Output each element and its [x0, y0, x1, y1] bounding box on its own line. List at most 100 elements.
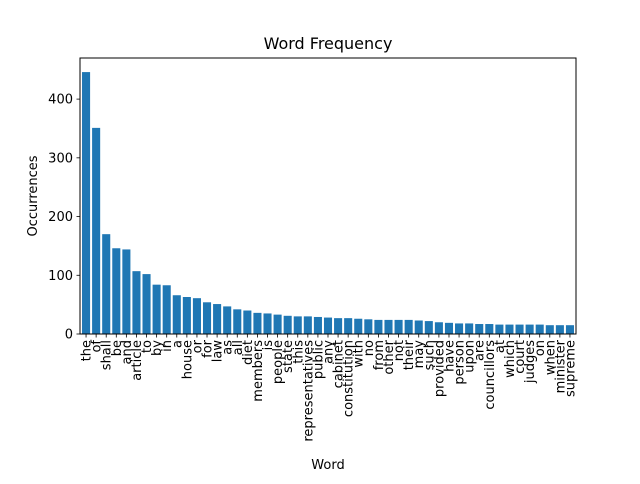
- x-tick-label: on: [533, 340, 548, 356]
- x-tick-label: by: [150, 340, 165, 356]
- x-tick-label: state: [281, 340, 296, 373]
- x-tick-label: their: [402, 339, 417, 370]
- bar-and: [122, 249, 131, 334]
- bar-members: [253, 312, 262, 334]
- bar-on: [535, 324, 544, 334]
- bar-such: [424, 321, 433, 334]
- x-axis-label: Word: [311, 458, 344, 473]
- bar-are: [475, 324, 484, 334]
- bar-provided: [434, 322, 443, 334]
- bar-judges: [525, 324, 534, 334]
- bar-is: [263, 313, 272, 334]
- x-tick-label: from: [372, 340, 387, 370]
- bar-house: [182, 297, 191, 334]
- bar-as: [223, 306, 232, 334]
- bar-public: [313, 316, 322, 334]
- x-tick-label: upon: [463, 340, 478, 373]
- bar-this: [293, 316, 302, 334]
- x-tick-label: constitution: [342, 340, 357, 417]
- x-tick-label: cabinet: [332, 340, 347, 388]
- x-tick-label: this: [291, 340, 306, 364]
- x-tick-label: representatives: [301, 340, 316, 442]
- bar-state: [283, 315, 292, 334]
- bar-people: [273, 314, 282, 334]
- bar-to: [142, 274, 151, 334]
- y-tick-label: 400: [48, 93, 73, 108]
- x-tick-label: a: [170, 340, 185, 348]
- bar-no: [364, 319, 373, 334]
- bar-or: [192, 298, 201, 334]
- x-tick-label: at: [493, 340, 508, 353]
- bar-minister: [555, 325, 564, 334]
- bar-other: [384, 319, 393, 334]
- x-tick-label: article: [130, 340, 145, 381]
- axes-frame: [79, 57, 577, 335]
- x-tick-label: diet: [241, 340, 256, 365]
- y-tick-label: 300: [48, 151, 73, 166]
- x-tick-label: such: [422, 340, 437, 370]
- x-tick-label: for: [201, 339, 216, 358]
- x-tick-label: may: [412, 340, 427, 369]
- y-tick-label: 0: [65, 328, 73, 343]
- x-tick-label: public: [311, 340, 326, 379]
- x-tick-label: provided: [432, 340, 447, 397]
- bar-their: [404, 319, 413, 334]
- bars-group: [82, 72, 574, 334]
- x-tick-label: councillors: [483, 340, 498, 410]
- x-tick-label: members: [251, 340, 266, 402]
- x-tick-label: have: [442, 340, 457, 372]
- x-tick-label: judges: [523, 340, 538, 384]
- x-tick-label: and: [120, 340, 135, 364]
- x-tick-label: people: [271, 340, 286, 384]
- x-tick-label: no: [362, 340, 377, 356]
- x-tick-label: with: [352, 340, 367, 368]
- bar-diet: [243, 310, 252, 334]
- bar-constitution: [344, 318, 353, 334]
- x-tick-label: the: [80, 340, 95, 361]
- x-tick-label: in: [160, 340, 175, 352]
- bar-for: [202, 302, 212, 334]
- x-tick-label: minister: [553, 339, 568, 393]
- x-tick-label: be: [110, 340, 125, 356]
- bar-upon: [465, 323, 474, 334]
- y-tick-label: 200: [48, 210, 73, 225]
- bar-in: [162, 285, 171, 334]
- bar-the: [82, 72, 91, 334]
- bar-person: [455, 323, 464, 334]
- bar-not: [394, 319, 403, 334]
- bar-councillors: [485, 324, 494, 334]
- chart-title: Word Frequency: [264, 34, 393, 53]
- y-tick-label: 100: [48, 269, 73, 284]
- y-ticks-group: 0 100 200 300 400: [48, 93, 80, 343]
- bar-when: [545, 325, 554, 334]
- bar-all: [233, 309, 242, 334]
- x-tick-label: court: [513, 340, 528, 374]
- x-tick-label: not: [392, 340, 407, 361]
- bar-representatives: [303, 316, 312, 334]
- bar-have: [444, 322, 454, 334]
- x-tick-label: is: [261, 340, 276, 351]
- bar-shall: [102, 234, 111, 334]
- bar-a: [172, 295, 181, 334]
- bar-which: [505, 324, 514, 334]
- x-tick-label: person: [453, 340, 468, 385]
- x-tick-label: which: [503, 340, 518, 378]
- bar-supreme: [565, 325, 574, 334]
- bar-law: [213, 304, 222, 334]
- x-tick-label: when: [543, 340, 558, 375]
- x-tick-label: of: [90, 340, 105, 353]
- x-tick-label: any: [322, 340, 337, 364]
- bar-cabinet: [334, 318, 343, 334]
- y-axis-label: Occurrences: [26, 155, 41, 236]
- x-tick-label: all: [231, 340, 246, 355]
- x-tick-label: are: [473, 340, 488, 361]
- bar-may: [414, 320, 423, 334]
- x-tick-label: supreme: [563, 340, 578, 397]
- x-tick-label: law: [211, 340, 226, 363]
- bar-from: [374, 319, 383, 334]
- bar-of: [92, 127, 101, 334]
- x-tick-label: or: [190, 339, 205, 353]
- x-tick-label: house: [180, 340, 195, 379]
- bar-by: [152, 284, 161, 334]
